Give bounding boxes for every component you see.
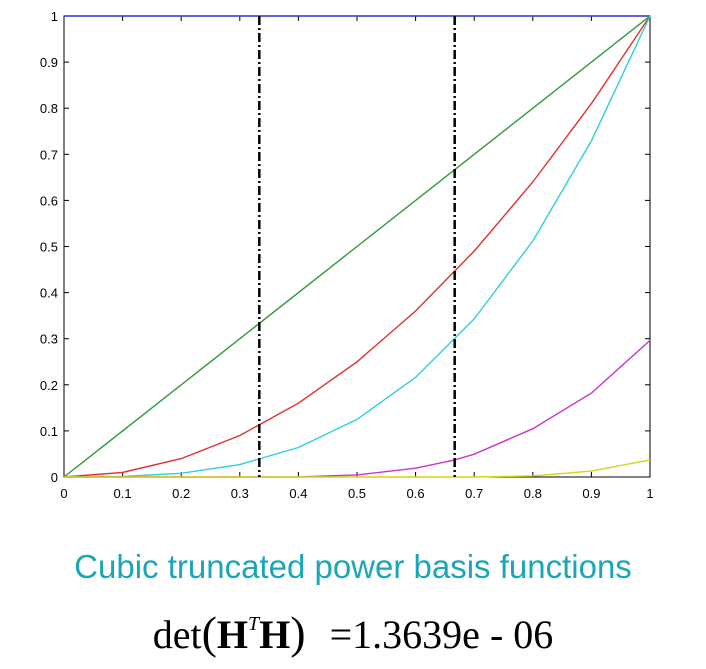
y-tick-label: 0.3 bbox=[40, 332, 58, 347]
y-tick-label: 0.2 bbox=[40, 378, 58, 393]
formula-value: =1.3639e - 06 bbox=[329, 612, 554, 657]
formula-matrix-h-2: H bbox=[259, 612, 291, 657]
series-line bbox=[63, 15, 651, 478]
x-tick-label: 0.1 bbox=[114, 486, 132, 501]
chart: 0 0.1 0.2 0.3 0.4 0.5 0.6 0.7 0.8 0.9 1 0 0.1 0.2 0.3… bbox=[40, 9, 654, 501]
formula-close-paren: ) bbox=[290, 607, 306, 658]
x-tick-label: 0 bbox=[60, 486, 67, 501]
x-tick-label: 0.2 bbox=[172, 486, 190, 501]
y-tick-label: 0.9 bbox=[40, 55, 58, 70]
determinant-formula: det(HTH) =1.3639e - 06 bbox=[0, 606, 706, 659]
series-line bbox=[63, 15, 651, 478]
y-tick-labels: 0 0.1 0.2 0.3 0.4 0.5 0.6 0.7 0.8 0.9 1 bbox=[40, 9, 58, 485]
x-tick-label: 0.6 bbox=[407, 486, 425, 501]
y-tick-label: 0.8 bbox=[40, 101, 58, 116]
y-tick-label: 0.5 bbox=[40, 240, 58, 255]
x-tick-label: 0.7 bbox=[465, 486, 483, 501]
formula-matrix-h: H bbox=[216, 612, 249, 657]
x-tick-label: 0.8 bbox=[524, 486, 542, 501]
series-line bbox=[64, 459, 651, 478]
chart-caption: Cubic truncated power basis functions bbox=[74, 548, 632, 585]
y-tick-label: 0 bbox=[51, 470, 58, 485]
y-tick-label: 0.4 bbox=[40, 286, 58, 301]
x-tick-label: 0.4 bbox=[289, 486, 307, 501]
formula-open-paren: ( bbox=[201, 607, 217, 658]
y-tick-label: 0.7 bbox=[40, 147, 58, 162]
formula-transpose: T bbox=[248, 612, 260, 635]
y-tick-label: 0.1 bbox=[40, 424, 58, 439]
plot-area bbox=[63, 15, 651, 478]
x-tick-label: 1 bbox=[646, 486, 653, 501]
series-line bbox=[63, 15, 651, 478]
x-tick-labels: 0 0.1 0.2 0.3 0.4 0.5 0.6 0.7 0.8 0.9 1 bbox=[60, 486, 653, 501]
x-tick-label: 0.3 bbox=[231, 486, 249, 501]
x-tick-label: 0.9 bbox=[582, 486, 600, 501]
y-tick-label: 0.6 bbox=[40, 193, 58, 208]
x-tick-label: 0.5 bbox=[348, 486, 366, 501]
formula-function: det bbox=[152, 612, 202, 657]
y-tick-label: 1 bbox=[51, 9, 58, 24]
